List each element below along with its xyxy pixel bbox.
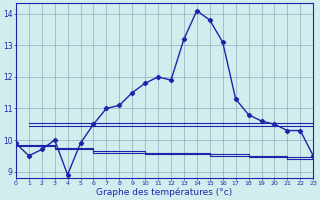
X-axis label: Graphe des températures (°c): Graphe des températures (°c) (96, 188, 233, 197)
